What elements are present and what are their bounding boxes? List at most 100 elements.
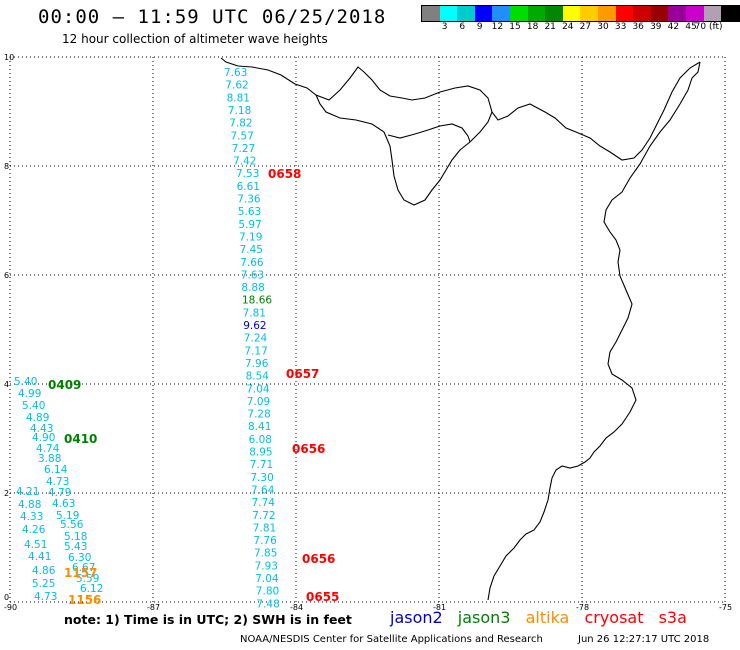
swh-label: 7.19 bbox=[239, 231, 262, 243]
swh-label: 7.28 bbox=[247, 409, 270, 421]
swh-label: 18.66 bbox=[242, 295, 272, 307]
swh-label: 5.97 bbox=[238, 219, 261, 231]
swh-label: 4.63 bbox=[52, 498, 75, 510]
swh-label: 4.73 bbox=[34, 591, 57, 603]
pass-time-label: 0656 bbox=[302, 552, 335, 566]
swh-label: 4.26 bbox=[22, 524, 46, 536]
x-tick-label: -84 bbox=[290, 603, 303, 612]
swh-label: 7.45 bbox=[240, 244, 263, 256]
x-tick-label: -78 bbox=[576, 603, 589, 612]
swh-label: 8.88 bbox=[241, 282, 264, 294]
swh-label: 7.76 bbox=[253, 535, 277, 547]
swh-label: 7.09 bbox=[247, 396, 270, 408]
colorbar-label: 6 bbox=[459, 22, 466, 32]
colorbar-swatch bbox=[527, 6, 546, 21]
note: note: 1) Time is in UTC; 2) SWH is in fe… bbox=[64, 612, 352, 627]
swh-label: 7.62 bbox=[225, 80, 248, 92]
pass-time-label: 0409 bbox=[48, 378, 81, 392]
swh-label: 7.74 bbox=[252, 497, 276, 509]
swh-label: 7.72 bbox=[252, 510, 275, 522]
colorbar-swatch bbox=[422, 6, 440, 21]
swh-label: 6.61 bbox=[237, 181, 260, 193]
swh-label: 6.14 bbox=[44, 464, 68, 476]
swh-label: 6.08 bbox=[249, 434, 272, 446]
swh-label: 5.40 bbox=[14, 376, 37, 388]
swh-label: 7.17 bbox=[244, 345, 267, 357]
y-tick-label: 6 bbox=[4, 271, 9, 280]
coastline bbox=[220, 57, 701, 601]
colorbar-label: 9 bbox=[476, 22, 483, 32]
swh-label: 3.88 bbox=[38, 453, 61, 465]
swh-label: 6.67 bbox=[72, 562, 95, 574]
legend-jason2: jason2 bbox=[390, 608, 443, 627]
colorbar-swatch bbox=[474, 6, 493, 21]
colorbar-label: 30 bbox=[597, 22, 609, 32]
x-tick-label: -81 bbox=[433, 603, 446, 612]
track-left: 5.404.995.404.894.434.904.743.886.144.73… bbox=[14, 376, 103, 603]
swh-label: 7.71 bbox=[250, 459, 273, 471]
legend-jason3: jason3 bbox=[457, 608, 511, 627]
swh-label: 4.73 bbox=[46, 476, 69, 488]
swh-label: 7.66 bbox=[240, 257, 264, 269]
swh-label: 5.25 bbox=[32, 578, 55, 590]
swh-label: 7.18 bbox=[228, 105, 251, 117]
swh-label: 4.79 bbox=[48, 487, 71, 499]
axis-ticks: -90 -87 -84 -81 -78 -75 0 2 4 6 8 10 bbox=[4, 53, 732, 612]
swh-label: 7.04 bbox=[255, 573, 279, 585]
pass-time-label: 0655 bbox=[306, 590, 339, 604]
y-tick-label: 0 bbox=[4, 593, 9, 602]
timestamp: Jun 26 12:27:17 UTC 2018 bbox=[578, 634, 710, 645]
swh-label: 7.85 bbox=[254, 548, 277, 560]
colorbar-label: 39 bbox=[650, 22, 662, 32]
colorbar-swatch bbox=[685, 6, 704, 21]
swh-label: 4.33 bbox=[20, 511, 43, 523]
swh-label: 7.64 bbox=[251, 484, 275, 496]
colorbar-swatch bbox=[457, 6, 475, 21]
colorbar-swatch bbox=[580, 6, 598, 21]
colorbar bbox=[421, 5, 740, 22]
swh-label: 5.59 bbox=[76, 573, 99, 585]
pass-time-label: 0410 bbox=[64, 432, 97, 446]
swh-label: 8.41 bbox=[248, 421, 271, 433]
y-tick-label: 8 bbox=[4, 162, 9, 171]
track-main: 7.637.628.817.187.827.577.277.427.536.61… bbox=[224, 67, 280, 610]
colorbar-swatch bbox=[615, 6, 634, 21]
swh-label: 7.80 bbox=[256, 586, 279, 598]
colorbar-label: 42 bbox=[667, 22, 680, 32]
swh-label: 6.30 bbox=[68, 552, 91, 564]
swh-label: 7.42 bbox=[233, 156, 256, 168]
colorbar-label: 18 bbox=[526, 22, 539, 32]
swh-label: 7.27 bbox=[232, 143, 255, 155]
coastline-gulf bbox=[387, 123, 471, 143]
colorbar-label: 70 (ft) bbox=[694, 22, 723, 32]
swh-label: 7.96 bbox=[245, 358, 269, 370]
colorbar-swatch bbox=[721, 6, 739, 21]
map-title: 00:00 – 11:59 UTC 06/25/2018 bbox=[38, 6, 387, 28]
swh-label: 5.56 bbox=[60, 519, 84, 531]
swh-label: 7.36 bbox=[237, 194, 261, 206]
colorbar-label: 3 bbox=[441, 22, 448, 32]
legend-s3a: s3a bbox=[658, 608, 687, 627]
swh-label: 7.57 bbox=[231, 130, 254, 142]
x-tick-label: -75 bbox=[719, 603, 732, 612]
colorbar-swatch bbox=[668, 6, 686, 21]
swh-label: 4.41 bbox=[28, 551, 51, 563]
colorbar-label: 27 bbox=[579, 22, 592, 32]
colorbar-swatch bbox=[703, 6, 722, 21]
swh-label: 7.04 bbox=[246, 383, 270, 395]
credit: NOAA/NESDIS Center for Satellite Applica… bbox=[240, 634, 543, 645]
swh-label: 7.93 bbox=[255, 560, 278, 572]
swh-label: 7.24 bbox=[244, 333, 268, 345]
swh-label: 4.90 bbox=[32, 432, 55, 444]
pass-time-labels: 0658 0657 0656 0656 0655 0409 0410 1157 1156 bbox=[48, 167, 339, 607]
colorbar-swatch bbox=[439, 6, 458, 21]
swh-label: 5.18 bbox=[64, 531, 87, 543]
y-tick-label: 10 bbox=[4, 53, 14, 62]
colorbar-label: 24 bbox=[562, 22, 574, 32]
swh-label: 7.63 bbox=[241, 269, 264, 281]
swh-label: 9.62 bbox=[243, 320, 266, 332]
colorbar-label: 45 bbox=[685, 22, 697, 32]
lat-lon-grid bbox=[9, 56, 726, 603]
pass-time-label: 0658 bbox=[268, 167, 301, 181]
